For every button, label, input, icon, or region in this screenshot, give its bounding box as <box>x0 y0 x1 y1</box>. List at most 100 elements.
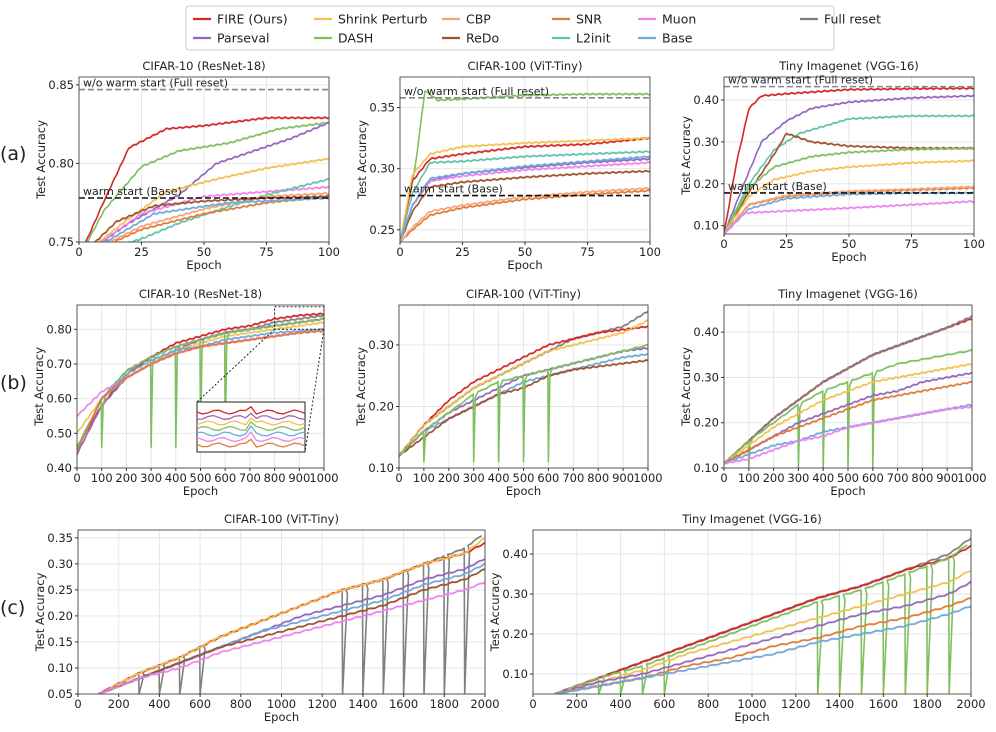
series-line <box>399 325 648 456</box>
series-band <box>399 310 648 457</box>
series-line <box>554 544 971 694</box>
y-tick-label: 0.10 <box>502 667 528 681</box>
x-tick-label: 50 <box>842 237 857 251</box>
legend-item: FIRE (Ours) <box>193 12 288 27</box>
x-tick-label: 2000 <box>470 697 499 711</box>
legend-item: CBP <box>442 12 491 27</box>
y-tick-label: 0.35 <box>369 101 395 115</box>
y-tick-label: 0.20 <box>502 627 528 641</box>
zoom-connector <box>196 328 275 403</box>
chart-title: CIFAR-10 (ResNet-18) <box>139 287 262 301</box>
y-tick-label: 0.75 <box>48 235 74 249</box>
y-tick-label: 0.70 <box>46 357 72 371</box>
x-tick-label: 0 <box>73 471 80 485</box>
series-line <box>127 178 329 242</box>
legend-item: Base <box>638 31 693 46</box>
x-axis-label: Epoch <box>506 484 541 498</box>
x-tick-label: 700 <box>562 471 584 485</box>
y-tick-label: 0.25 <box>47 583 73 597</box>
x-tick-label: 200 <box>566 697 588 711</box>
chart-title: CIFAR-10 (ResNet-18) <box>142 59 265 73</box>
series-line <box>724 159 974 234</box>
x-tick-label: 0 <box>75 245 82 259</box>
legend-item: ReDo <box>442 31 499 46</box>
x-tick-label: 200 <box>438 471 460 485</box>
row-label: (b) <box>0 372 27 394</box>
x-tick-label: 1000 <box>957 471 986 485</box>
series-line <box>724 363 972 465</box>
x-tick-label: 300 <box>140 471 162 485</box>
y-tick-label: 0.20 <box>368 399 394 413</box>
reference-label: w/o warm start (Full reset) <box>83 77 228 90</box>
x-tick-label: 1800 <box>913 697 942 711</box>
legend-label: Full reset <box>824 12 881 27</box>
x-tick-label: 1400 <box>825 697 854 711</box>
x-tick-label: 300 <box>463 471 485 485</box>
y-axis-label: Test Accuracy <box>354 347 368 427</box>
zoom-connector <box>304 329 325 453</box>
x-tick-label: 0 <box>720 237 727 251</box>
legend-item: L2init <box>552 31 611 46</box>
x-tick-label: 900 <box>612 471 634 485</box>
chart-panel: w/o warm start (Full reset) warm start (B… <box>34 59 340 272</box>
reference-label: warm start (Base) <box>728 180 827 193</box>
series-line <box>724 405 972 465</box>
x-tick-label: 75 <box>904 237 919 251</box>
y-tick-label: 0.10 <box>693 219 719 233</box>
zoom-inset <box>196 306 325 453</box>
x-axis-label: Epoch <box>734 710 769 724</box>
x-tick-label: 1200 <box>308 697 337 711</box>
x-tick-label: 100 <box>318 245 340 259</box>
series-line <box>554 544 968 694</box>
row-labels: (a) (b) (c) <box>0 143 27 619</box>
x-tick-label: 1800 <box>430 697 459 711</box>
x-tick-label: 0 <box>396 245 403 259</box>
y-tick-label: 0.30 <box>369 162 395 176</box>
x-axis-label: Epoch <box>507 258 542 272</box>
series-line <box>84 116 329 242</box>
inset-series <box>196 420 306 432</box>
x-tick-label: 25 <box>779 237 794 251</box>
legend-label: L2init <box>576 31 611 46</box>
x-tick-label: 25 <box>455 245 470 259</box>
x-tick-label: 400 <box>488 471 510 485</box>
chart-title: CIFAR-100 (ViT-Tiny) <box>224 512 339 526</box>
x-tick-label: 1000 <box>309 471 338 485</box>
x-tick-label: 600 <box>189 697 211 711</box>
series-line <box>94 195 329 242</box>
legend-label: FIRE (Ours) <box>217 12 288 27</box>
series-line <box>724 185 974 234</box>
series-line <box>399 319 648 457</box>
x-tick-label: 600 <box>214 471 236 485</box>
x-tick-label: 400 <box>812 471 834 485</box>
series-line <box>400 150 650 242</box>
y-tick-label: 0.80 <box>46 322 72 336</box>
x-tick-label: 100 <box>738 471 760 485</box>
series-line <box>77 329 324 451</box>
y-tick-label: 0.05 <box>47 687 73 701</box>
series-line <box>400 187 650 242</box>
series-line <box>554 580 971 694</box>
x-axis-label: Epoch <box>831 250 866 264</box>
x-tick-label: 100 <box>91 471 113 485</box>
grid <box>78 77 330 243</box>
x-axis-label: Epoch <box>264 710 299 724</box>
y-tick-label: 0.10 <box>693 461 719 475</box>
x-tick-label: 100 <box>639 245 661 259</box>
series-line <box>724 114 974 234</box>
y-tick-label: 0.25 <box>369 223 395 237</box>
legend-label: SNR <box>576 12 602 27</box>
y-tick-label: 0.15 <box>47 635 73 649</box>
row-label: (c) <box>0 597 25 619</box>
x-tick-label: 1600 <box>389 697 418 711</box>
series-line <box>97 581 485 694</box>
series-line <box>400 90 650 242</box>
chart-panel: 0 100 200 300 400 500 600 700 800 900 1000 0.40 0.50… <box>32 287 339 498</box>
grid <box>723 77 975 234</box>
x-tick-label: 800 <box>587 471 609 485</box>
series-band <box>724 199 974 234</box>
x-tick-label: 100 <box>413 471 435 485</box>
x-tick-label: 1000 <box>737 697 766 711</box>
x-tick-label: 800 <box>264 471 286 485</box>
